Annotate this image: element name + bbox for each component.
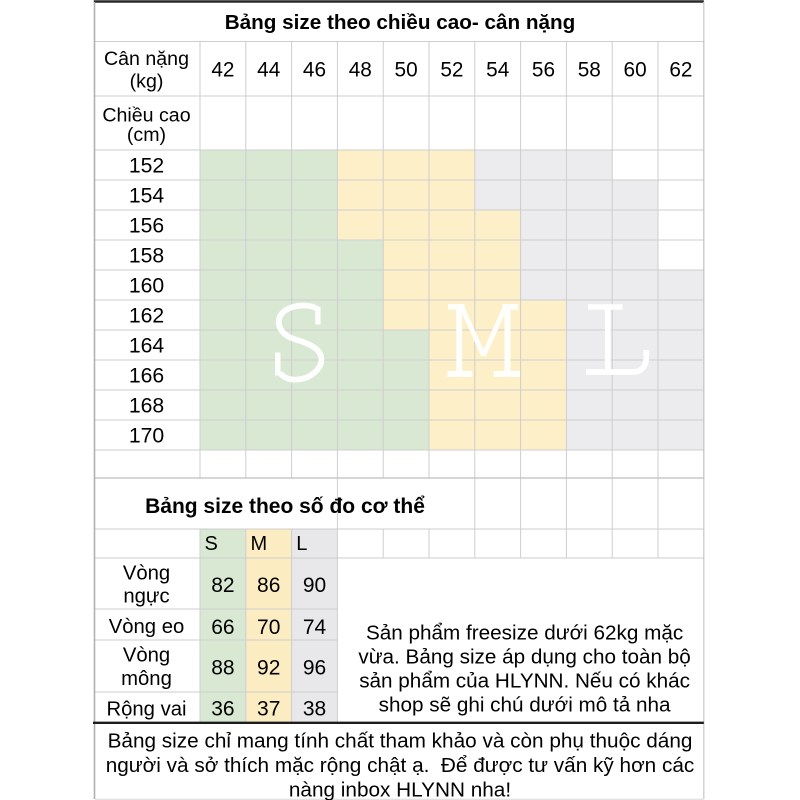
svg-text:36: 36	[211, 698, 234, 721]
svg-text:162: 162	[129, 305, 164, 328]
svg-text:Bảng size theo chiều cao- cân: Bảng size theo chiều cao- cân nặng	[225, 11, 576, 34]
svg-text:62: 62	[669, 59, 692, 82]
svg-text:vừa. Bảng size áp dụng cho toà: vừa. Bảng size áp dụng cho toàn bộ	[358, 646, 690, 669]
svg-text:Sản phẩm freesize dưới 62kg mặ: Sản phẩm freesize dưới 62kg mặc	[366, 622, 683, 645]
svg-text:L: L	[296, 533, 307, 555]
svg-text:66: 66	[211, 616, 234, 639]
svg-text:46: 46	[303, 59, 326, 82]
svg-text:170: 170	[129, 425, 164, 448]
svg-text:Vòng: Vòng	[123, 645, 170, 667]
svg-text:48: 48	[349, 59, 372, 82]
svg-text:Vòng: Vòng	[123, 563, 170, 585]
svg-text:ngực: ngực	[123, 586, 169, 608]
svg-text:88: 88	[211, 657, 234, 680]
svg-text:37: 37	[257, 698, 280, 721]
svg-text:Bảng size chỉ mang tính chất t: Bảng size chỉ mang tính chất tham khảo v…	[108, 730, 693, 753]
svg-text:44: 44	[257, 59, 280, 82]
svg-text:Cân nặng: Cân nặng	[104, 48, 189, 70]
svg-text:Vòng eo: Vòng eo	[109, 616, 185, 638]
svg-text:154: 154	[129, 185, 165, 208]
svg-text:sản phẩm của HLYNN. Nếu có khá: sản phẩm của HLYNN. Nếu có khác	[359, 670, 690, 693]
svg-text:38: 38	[303, 698, 326, 721]
svg-text:52: 52	[440, 59, 463, 82]
svg-text:82: 82	[211, 574, 234, 597]
svg-text:158: 158	[129, 245, 164, 268]
svg-text:92: 92	[257, 657, 280, 680]
svg-text:(kg): (kg)	[130, 70, 164, 92]
svg-text:42: 42	[211, 59, 234, 82]
svg-text:168: 168	[129, 395, 164, 418]
svg-text:nàng inbox HLYNN nha!: nàng inbox HLYNN nha!	[289, 779, 511, 800]
svg-text:156: 156	[129, 215, 164, 238]
svg-text:56: 56	[532, 59, 555, 82]
svg-text:S: S	[205, 533, 218, 555]
svg-text:(cm): (cm)	[127, 124, 166, 146]
svg-text:shop sẽ ghi chú dưới mô tả nha: shop sẽ ghi chú dưới mô tả nha	[379, 694, 671, 717]
svg-text:Rộng vai: Rộng vai	[106, 699, 186, 721]
svg-text:60: 60	[624, 59, 647, 82]
svg-text:166: 166	[129, 365, 164, 388]
svg-text:164: 164	[129, 335, 165, 358]
svg-text:M: M	[251, 533, 268, 555]
svg-text:54: 54	[486, 59, 509, 82]
svg-text:70: 70	[257, 616, 280, 639]
svg-text:96: 96	[303, 657, 326, 680]
svg-text:Chiều cao: Chiều cao	[102, 105, 190, 127]
svg-text:74: 74	[303, 616, 327, 639]
svg-text:160: 160	[129, 275, 164, 298]
svg-text:86: 86	[257, 574, 280, 597]
svg-text:152: 152	[129, 155, 164, 178]
svg-text:người và sở thích mặc rộng chậ: người và sở thích mặc rộng chật ạ. Để đư…	[106, 754, 695, 777]
svg-text:90: 90	[303, 574, 326, 597]
svg-text:mông: mông	[121, 668, 172, 690]
svg-text:Bảng size theo số đo cơ thể: Bảng size theo số đo cơ thể	[145, 495, 425, 518]
svg-text:50: 50	[395, 59, 418, 82]
svg-text:58: 58	[578, 59, 601, 82]
